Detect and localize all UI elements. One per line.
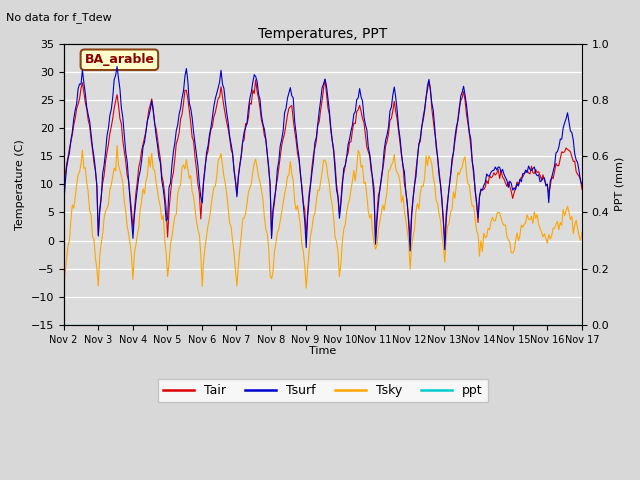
- Tsurf: [113, 63, 121, 69]
- Tsurf: [552, 150, 560, 156]
- Tsurf: [233, 194, 241, 200]
- ppt: [578, 322, 586, 328]
- Tair: [60, 197, 67, 203]
- ppt: [214, 322, 222, 328]
- ppt: [60, 322, 67, 328]
- Tsky: [242, 211, 250, 216]
- ppt: [287, 322, 294, 328]
- Tsky: [288, 171, 296, 177]
- Tair: [321, 76, 329, 82]
- ppt: [232, 322, 239, 328]
- Tair: [214, 96, 222, 101]
- ppt: [549, 322, 557, 328]
- Tsky: [113, 143, 121, 148]
- Tsky: [550, 226, 558, 231]
- ppt: [240, 322, 248, 328]
- Tair: [552, 161, 560, 167]
- Line: Tsky: Tsky: [63, 145, 582, 294]
- Legend: Tair, Tsurf, Tsky, ppt: Tair, Tsurf, Tsky, ppt: [158, 379, 488, 402]
- Tsky: [216, 155, 223, 160]
- Line: Tair: Tair: [63, 79, 582, 241]
- Tsurf: [288, 93, 296, 98]
- Tsurf: [406, 248, 414, 254]
- Tair: [287, 104, 294, 109]
- Tsky: [60, 291, 67, 297]
- X-axis label: Time: Time: [309, 346, 337, 356]
- Y-axis label: Temperature (C): Temperature (C): [15, 139, 25, 229]
- Text: No data for f_Tdew: No data for f_Tdew: [6, 12, 112, 23]
- Tair: [578, 186, 586, 192]
- Tair: [372, 238, 380, 244]
- Tsky: [233, 283, 241, 289]
- Tsurf: [578, 181, 586, 187]
- Text: BA_arable: BA_arable: [84, 53, 154, 66]
- Tsky: [578, 230, 586, 236]
- Tsurf: [60, 204, 67, 210]
- Tair: [240, 137, 248, 143]
- Title: Temperatures, PPT: Temperatures, PPT: [258, 27, 387, 41]
- Tsurf: [125, 178, 132, 184]
- Tsky: [125, 231, 132, 237]
- Tsurf: [242, 125, 250, 131]
- Line: Tsurf: Tsurf: [63, 66, 582, 251]
- Tsurf: [216, 79, 223, 85]
- Y-axis label: PPT (mm): PPT (mm): [615, 157, 625, 211]
- Tair: [232, 178, 239, 183]
- ppt: [124, 322, 131, 328]
- Tair: [124, 172, 131, 178]
